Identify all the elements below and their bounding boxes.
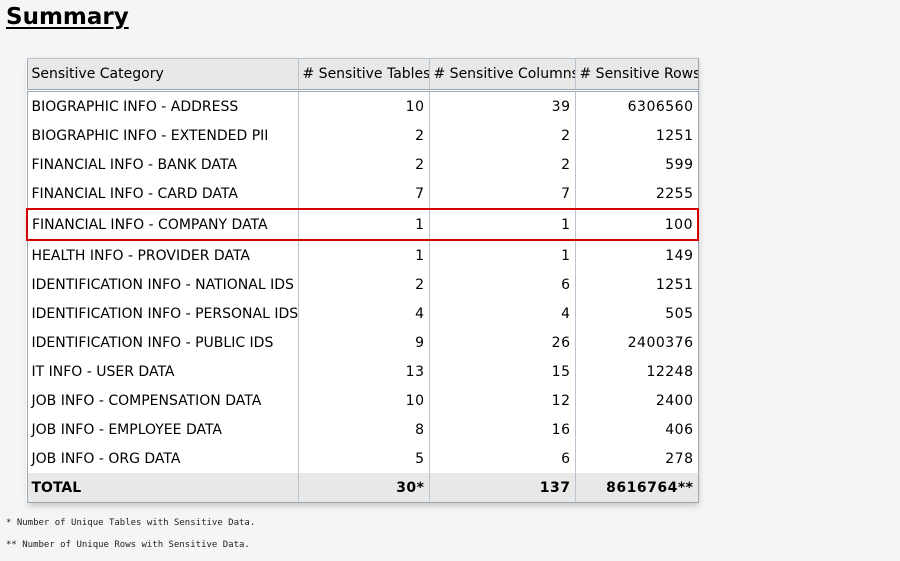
columns-count-cell: 16 bbox=[428, 415, 575, 444]
rows-count-cell: 100 bbox=[574, 208, 699, 241]
columns-count-cell: 2 bbox=[428, 121, 575, 150]
total-tables-cell: 30* bbox=[297, 473, 429, 503]
tables-count-cell: 2 bbox=[297, 270, 429, 299]
tables-count-cell: 5 bbox=[297, 444, 429, 473]
category-cell: BIOGRAPHIC INFO - EXTENDED PII bbox=[26, 121, 298, 150]
rows-count-cell: 599 bbox=[574, 150, 699, 179]
total-label-cell: TOTAL bbox=[26, 473, 298, 503]
tables-count-cell: 8 bbox=[297, 415, 429, 444]
rows-count-cell: 278 bbox=[574, 444, 699, 473]
table-row[interactable]: HEALTH INFO - PROVIDER DATA 1 1 149 bbox=[26, 240, 699, 270]
table-row[interactable]: JOB INFO - COMPENSATION DATA 10 12 2400 bbox=[26, 386, 699, 415]
category-cell: IDENTIFICATION INFO - PUBLIC IDS bbox=[26, 328, 298, 357]
table-row[interactable]: IDENTIFICATION INFO - PUBLIC IDS 9 26 24003… bbox=[26, 328, 699, 357]
total-columns-cell: 137 bbox=[428, 473, 575, 503]
columns-count-cell: 1 bbox=[428, 240, 575, 270]
table-row[interactable]: BIOGRAPHIC INFO - EXTENDED PII 2 2 1251 bbox=[26, 121, 699, 150]
columns-count-cell: 15 bbox=[428, 357, 575, 386]
tables-count-cell: 13 bbox=[297, 357, 429, 386]
columns-count-cell: 6 bbox=[428, 270, 575, 299]
columns-count-cell: 2 bbox=[428, 150, 575, 179]
summary-table-container: Sensitive Category # Sensitive Tables # … bbox=[26, 58, 699, 503]
columns-count-cell: 1 bbox=[428, 208, 575, 241]
columns-count-cell: 26 bbox=[428, 328, 575, 357]
tables-count-cell: 2 bbox=[297, 121, 429, 150]
footnotes: * Number of Unique Tables with Sensitive… bbox=[6, 517, 255, 561]
tables-count-cell: 7 bbox=[297, 179, 429, 209]
rows-count-cell: 1251 bbox=[574, 270, 699, 299]
category-cell: JOB INFO - COMPENSATION DATA bbox=[26, 386, 298, 415]
tables-count-cell: 9 bbox=[297, 328, 429, 357]
tables-count-cell: 1 bbox=[297, 240, 429, 270]
table-row-highlighted[interactable]: FINANCIAL INFO - COMPANY DATA 1 1 100 bbox=[26, 208, 699, 241]
columns-count-cell: 6 bbox=[428, 444, 575, 473]
category-cell: FINANCIAL INFO - COMPANY DATA bbox=[26, 208, 298, 241]
rows-count-cell: 2400 bbox=[574, 386, 699, 415]
footnote-rows: ** Number of Unique Rows with Sensitive … bbox=[6, 540, 250, 550]
rows-count-cell: 2255 bbox=[574, 179, 699, 209]
category-cell: JOB INFO - EMPLOYEE DATA bbox=[26, 415, 298, 444]
category-cell: IT INFO - USER DATA bbox=[26, 357, 298, 386]
table-row[interactable]: JOB INFO - ORG DATA 5 6 278 bbox=[26, 444, 699, 473]
total-rows-cell: 8616764** bbox=[574, 473, 699, 503]
tables-count-cell: 10 bbox=[297, 90, 429, 121]
footnote-tables: * Number of Unique Tables with Sensitive… bbox=[6, 518, 256, 528]
table-row[interactable]: FINANCIAL INFO - CARD DATA 7 7 2255 bbox=[26, 179, 699, 209]
page-title: Summary bbox=[6, 4, 129, 30]
total-row: TOTAL 30* 137 8616764** bbox=[26, 473, 699, 503]
tables-count-cell: 2 bbox=[297, 150, 429, 179]
columns-count-cell: 39 bbox=[428, 90, 575, 121]
rows-count-cell: 12248 bbox=[574, 357, 699, 386]
rows-count-cell: 1251 bbox=[574, 121, 699, 150]
table-row[interactable]: BIOGRAPHIC INFO - ADDRESS 10 39 6306560 bbox=[26, 90, 699, 121]
category-cell: IDENTIFICATION INFO - PERSONAL IDS bbox=[26, 299, 298, 328]
table-row[interactable]: JOB INFO - EMPLOYEE DATA 8 16 406 bbox=[26, 415, 699, 444]
tables-count-cell: 1 bbox=[297, 208, 429, 241]
table-body: BIOGRAPHIC INFO - ADDRESS 10 39 6306560 BIOG… bbox=[26, 90, 699, 503]
table-row[interactable]: IDENTIFICATION INFO - PERSONAL IDS 4 4 505 bbox=[26, 299, 699, 328]
column-header-columns[interactable]: # Sensitive Columns bbox=[428, 58, 575, 92]
category-cell: HEALTH INFO - PROVIDER DATA bbox=[26, 240, 298, 270]
category-cell: FINANCIAL INFO - CARD DATA bbox=[26, 179, 298, 209]
columns-count-cell: 4 bbox=[428, 299, 575, 328]
rows-count-cell: 149 bbox=[574, 240, 699, 270]
column-header-tables[interactable]: # Sensitive Tables bbox=[297, 58, 429, 92]
category-cell: FINANCIAL INFO - BANK DATA bbox=[26, 150, 298, 179]
category-cell: JOB INFO - ORG DATA bbox=[26, 444, 298, 473]
rows-count-cell: 505 bbox=[574, 299, 699, 328]
summary-table: Sensitive Category # Sensitive Tables # … bbox=[26, 58, 699, 503]
column-header-rows[interactable]: # Sensitive Rows bbox=[574, 58, 699, 92]
columns-count-cell: 12 bbox=[428, 386, 575, 415]
table-row[interactable]: FINANCIAL INFO - BANK DATA 2 2 599 bbox=[26, 150, 699, 179]
header-row: Sensitive Category # Sensitive Tables # … bbox=[26, 58, 699, 92]
tables-count-cell: 4 bbox=[297, 299, 429, 328]
rows-count-cell: 6306560 bbox=[574, 90, 699, 121]
table-row[interactable]: IDENTIFICATION INFO - NATIONAL IDS 2 6 1251 bbox=[26, 270, 699, 299]
columns-count-cell: 7 bbox=[428, 179, 575, 209]
column-header-category[interactable]: Sensitive Category bbox=[26, 58, 298, 92]
category-cell: IDENTIFICATION INFO - NATIONAL IDS bbox=[26, 270, 298, 299]
tables-count-cell: 10 bbox=[297, 386, 429, 415]
table-row[interactable]: IT INFO - USER DATA 13 15 12248 bbox=[26, 357, 699, 386]
rows-count-cell: 406 bbox=[574, 415, 699, 444]
category-cell: BIOGRAPHIC INFO - ADDRESS bbox=[26, 90, 298, 121]
rows-count-cell: 2400376 bbox=[574, 328, 699, 357]
